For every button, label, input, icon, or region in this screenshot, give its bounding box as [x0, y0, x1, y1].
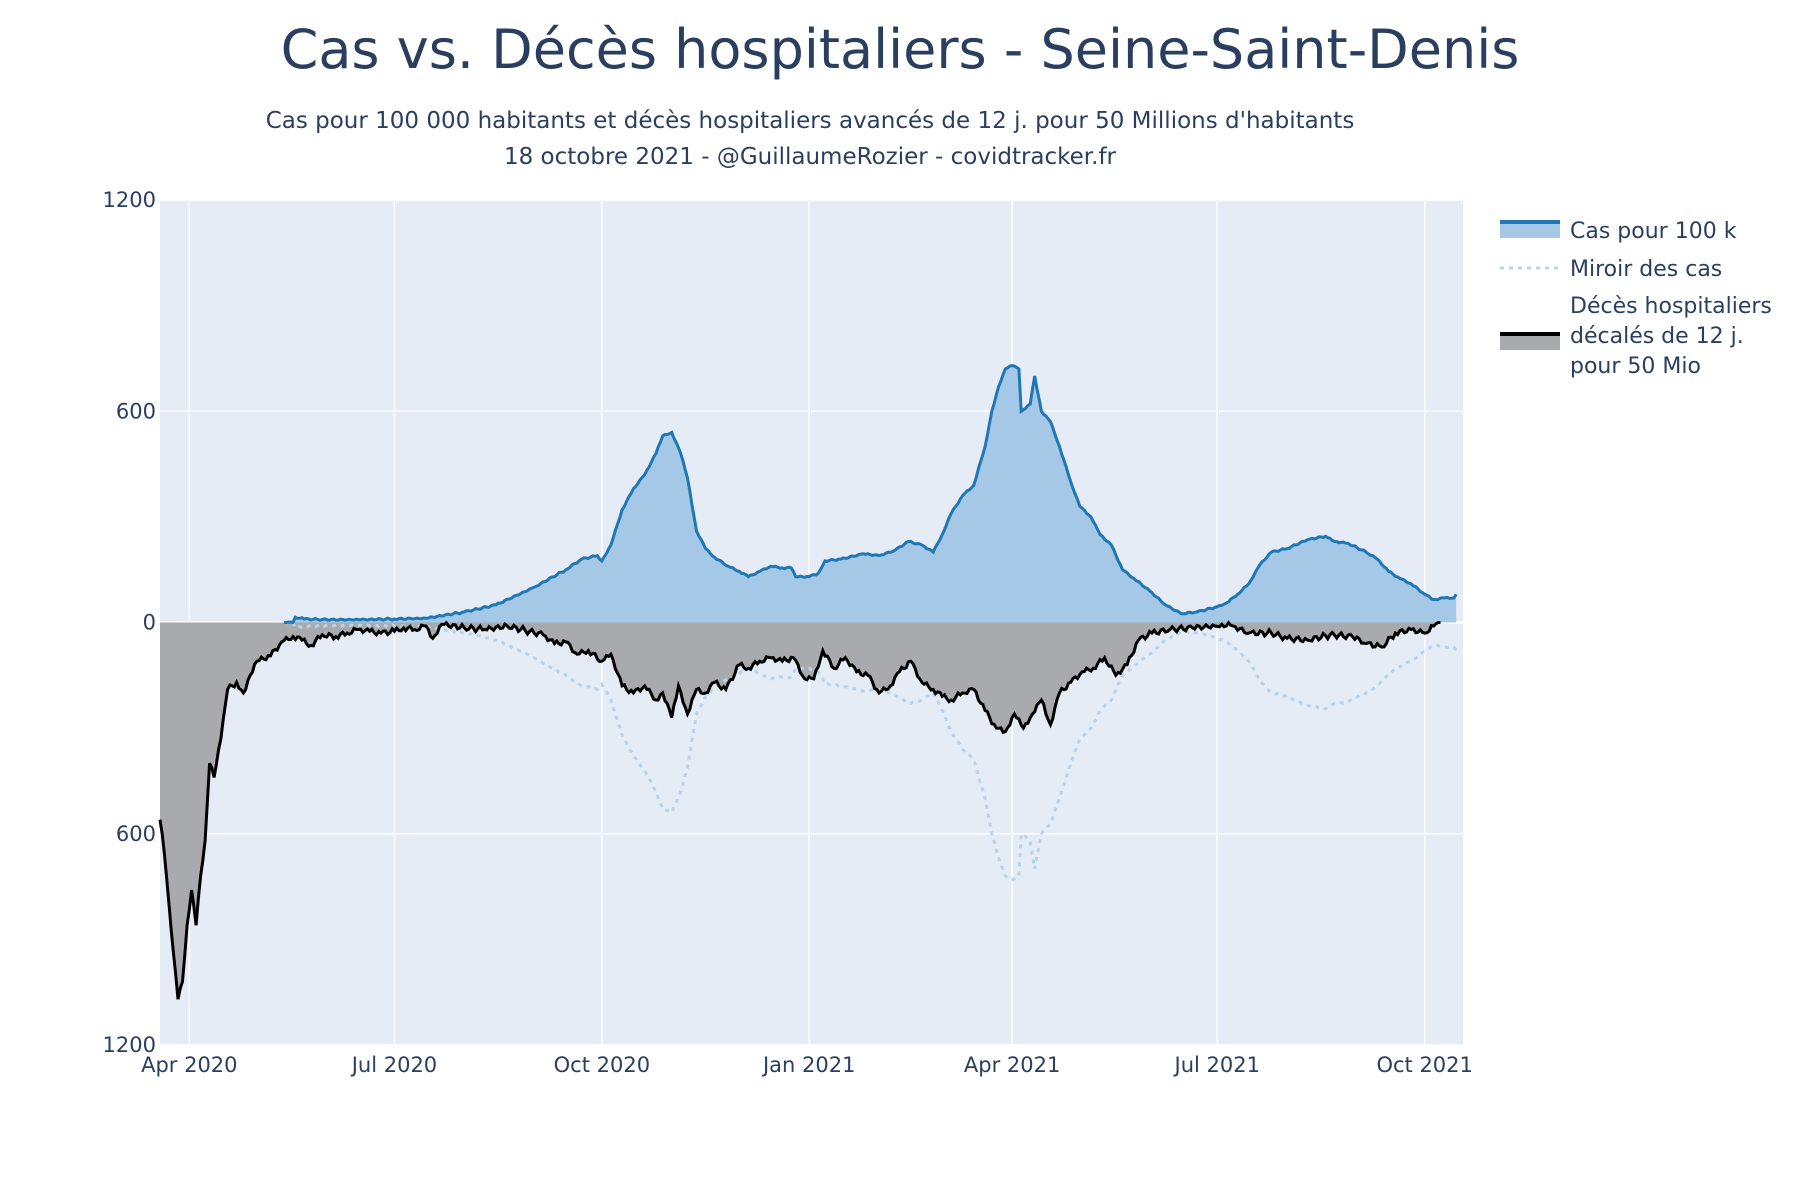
mirror-dotted-line	[284, 620, 1458, 882]
legend-swatch-cases-fill	[1500, 222, 1560, 238]
x-tick-label: Apr 2020	[141, 1053, 237, 1077]
axis-labels: Apr 2020 Jul 2020 Oct 2020 Jan 2021 Apr 2021…	[103, 188, 1473, 1077]
y-tick-label: 600	[116, 822, 156, 846]
x-tick-label: Apr 2021	[964, 1053, 1060, 1077]
x-tick-label: Jul 2021	[1173, 1053, 1260, 1077]
legend: Cas pour 100 k Miroir des cas Décès hospit…	[1500, 219, 1772, 379]
legend-label-deaths: pour 50 Mio	[1570, 354, 1701, 379]
cases-area-fill	[283, 365, 1457, 623]
legend-swatch-deaths-fill	[1500, 334, 1560, 350]
legend-label-deaths: Décès hospitaliers	[1570, 294, 1772, 319]
x-tick-label: Oct 2021	[1376, 1053, 1472, 1077]
chart-subtitle-line1: Cas pour 100 000 habitants et décès hosp…	[265, 108, 1355, 134]
legend-label-deaths: décalés de 12 j.	[1570, 324, 1744, 349]
deaths-line	[158, 620, 1441, 1000]
y-tick-label: 600	[116, 399, 156, 423]
x-tick-label: Jul 2020	[350, 1053, 437, 1077]
y-tick-label: 0	[143, 611, 156, 635]
x-tick-label: Jan 2021	[761, 1053, 856, 1077]
x-tick-label: Oct 2020	[554, 1053, 650, 1077]
y-tick-label: 1200	[103, 1033, 156, 1057]
cases-line	[284, 363, 1458, 625]
chart-subtitle-line2: 18 octobre 2021 - @GuillaumeRozier - cov…	[503, 144, 1117, 170]
legend-label-cases: Cas pour 100 k	[1570, 219, 1737, 244]
y-tick-label: 1200	[103, 188, 156, 212]
legend-label-mirror: Miroir des cas	[1570, 257, 1722, 282]
area-fills	[160, 365, 1457, 1000]
chart-title: Cas vs. Décès hospitaliers - Seine-Saint…	[280, 18, 1520, 81]
series-lines	[158, 363, 1458, 1000]
